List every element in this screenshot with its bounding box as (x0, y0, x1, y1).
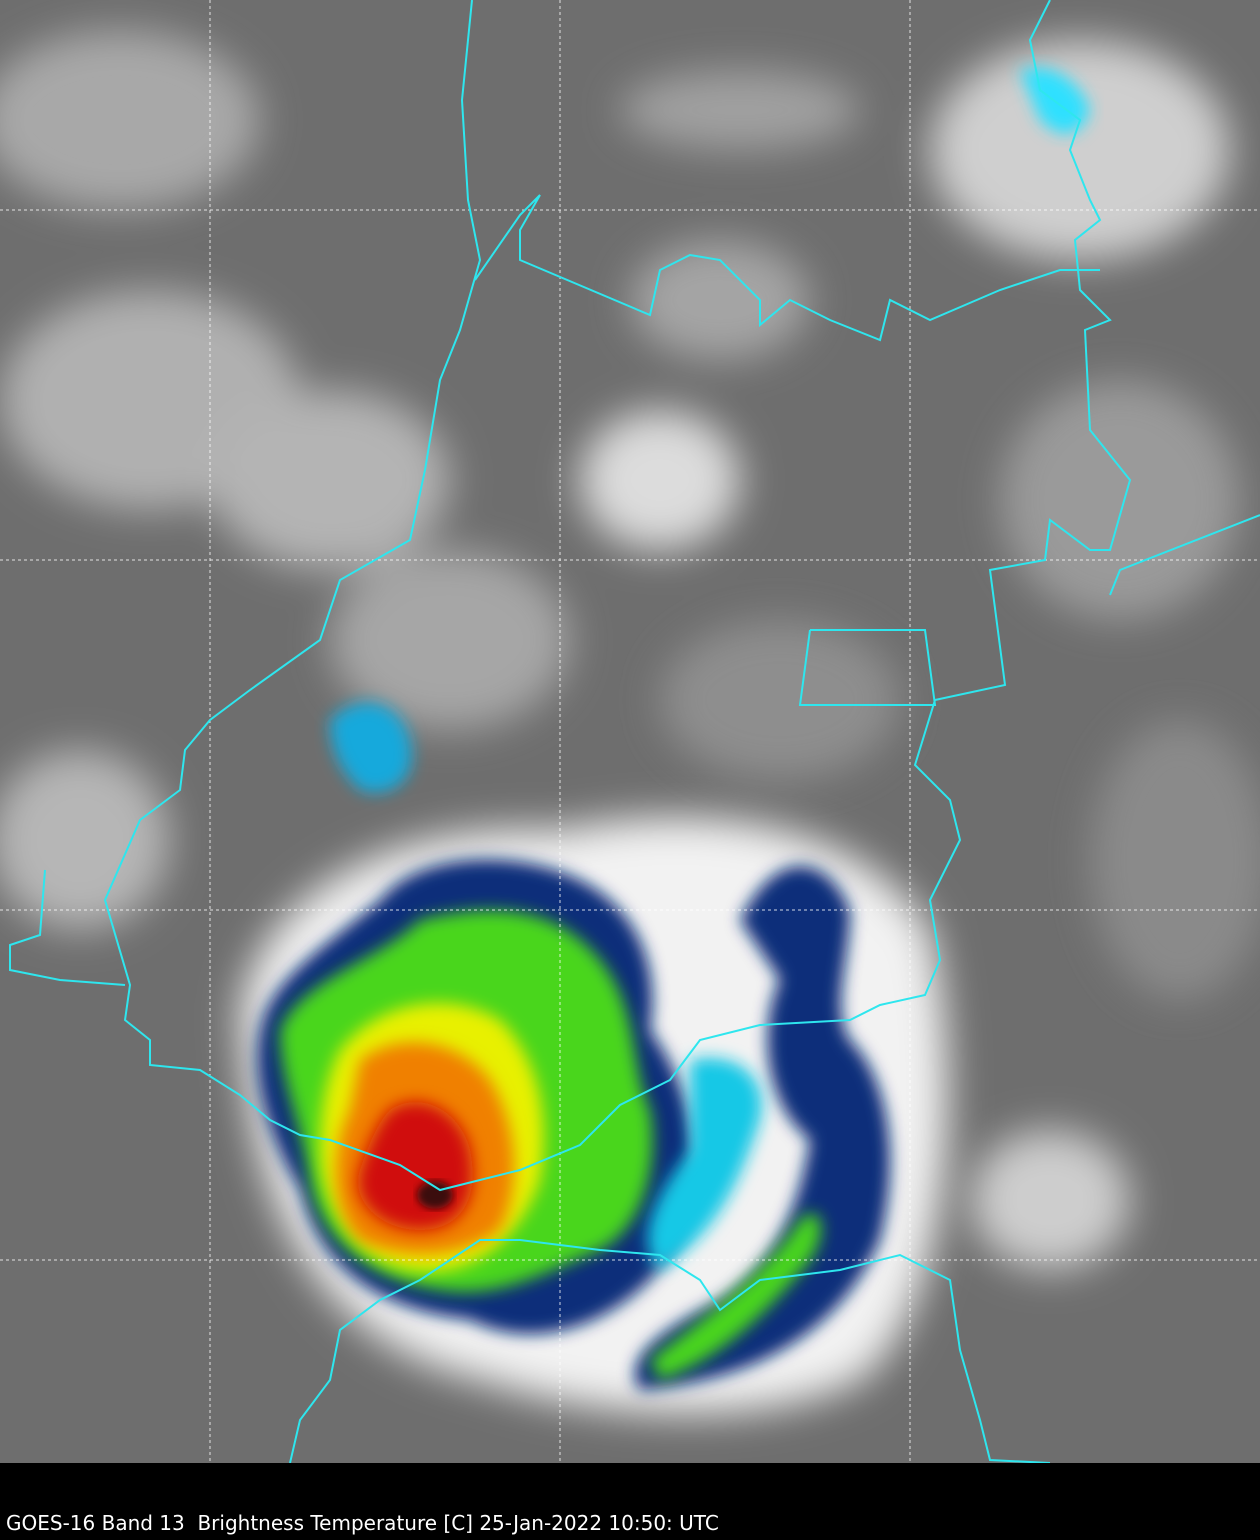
clouds (0, 30, 1260, 1270)
grid-lines (0, 0, 1260, 1463)
satellite-image (0, 0, 1260, 1463)
storm (240, 67, 1090, 1414)
borders (9, 0, 1260, 1463)
caption: GOES-16 Band 13 Brightness Temperature [… (6, 1511, 719, 1535)
